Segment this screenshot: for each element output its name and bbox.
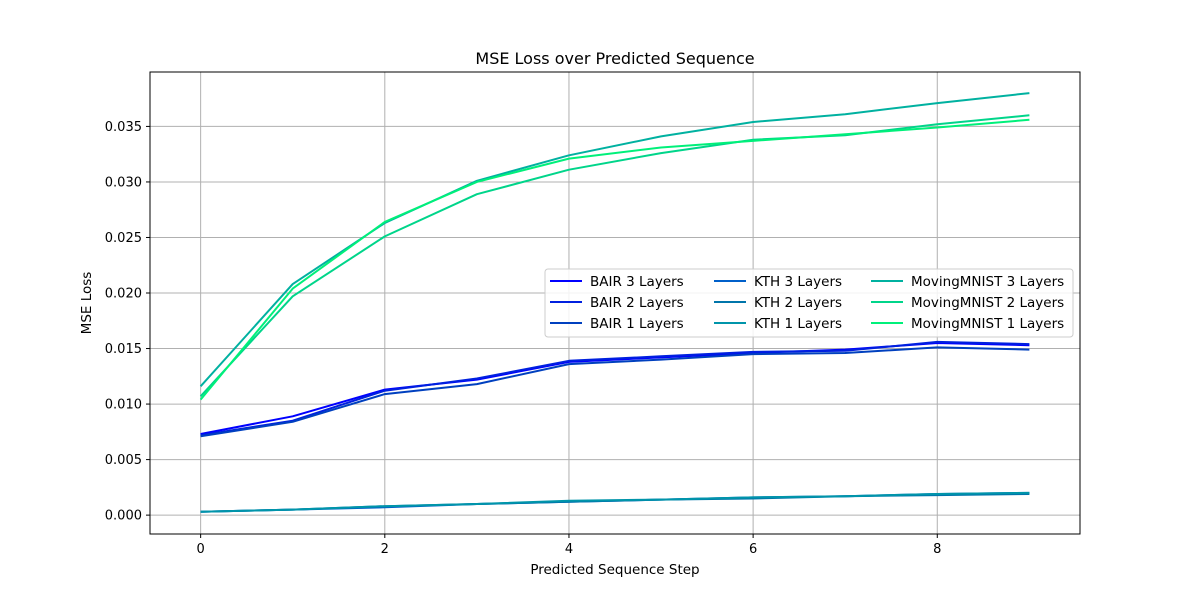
series-lines <box>199 92 1030 513</box>
x-tick-label: 0 <box>197 542 205 557</box>
legend-label-bair-2-layers: BAIR 2 Layers <box>590 295 684 311</box>
legend-label-kth-3-layers: KTH 3 Layers <box>754 274 842 290</box>
series-line-bair-2-layers <box>200 340 1030 437</box>
legend: BAIR 3 Layers BAIR 2 Layers BAIR 1 Layers K… <box>544 268 1074 338</box>
y-axis-label: MSE Loss <box>79 272 95 335</box>
y-tick-label: 0.025 <box>105 231 142 246</box>
y-tick-label: 0.000 <box>105 509 142 524</box>
legend-label-movingmnist-2-layers: MovingMNIST 2 Layers <box>911 295 1064 311</box>
series-line-movingmnist-1-layers <box>199 118 1030 401</box>
legend-label-kth-1-layers: KTH 1 Layers <box>754 316 842 332</box>
y-tick-label: 0.005 <box>105 453 142 468</box>
legend-box <box>544 268 1074 338</box>
legend-label-kth-2-layers: KTH 2 Layers <box>754 295 842 311</box>
series-line-bair-3-layers <box>200 342 1030 435</box>
y-tick-label: 0.020 <box>105 287 142 302</box>
y-tick-label: 0.035 <box>105 120 142 135</box>
series-line-movingmnist-2-layers <box>199 114 1030 397</box>
series-line-bair-1-layers <box>200 346 1030 438</box>
x-tick-label: 2 <box>381 542 389 557</box>
legend-label-bair-1-layers: BAIR 1 Layers <box>590 316 684 332</box>
series-line-movingmnist-3-layers <box>199 92 1030 387</box>
y-tick-label: 0.015 <box>105 342 142 357</box>
legend-label-bair-3-layers: BAIR 3 Layers <box>590 274 684 290</box>
x-tick-label: 4 <box>565 542 573 557</box>
y-tick-label: 0.010 <box>105 398 142 413</box>
x-tick-label: 8 <box>933 542 941 557</box>
y-tick-label: 0.030 <box>105 175 142 190</box>
legend-label-movingmnist-3-layers: MovingMNIST 3 Layers <box>911 274 1064 290</box>
series-line-kth-1-layers <box>200 491 1030 513</box>
x-tick-label: 6 <box>749 542 757 557</box>
plot-frame <box>149 71 1081 535</box>
x-axis-label: Predicted Sequence Step <box>530 562 699 578</box>
legend-label-movingmnist-1-layers: MovingMNIST 1 Layers <box>911 316 1064 332</box>
chart-title: MSE Loss over Predicted Sequence <box>475 49 754 68</box>
axis-ticks: 0 2 4 6 8 0.000 0.005 0.010 0.015 0.020 0.025 0.030… <box>105 120 942 557</box>
